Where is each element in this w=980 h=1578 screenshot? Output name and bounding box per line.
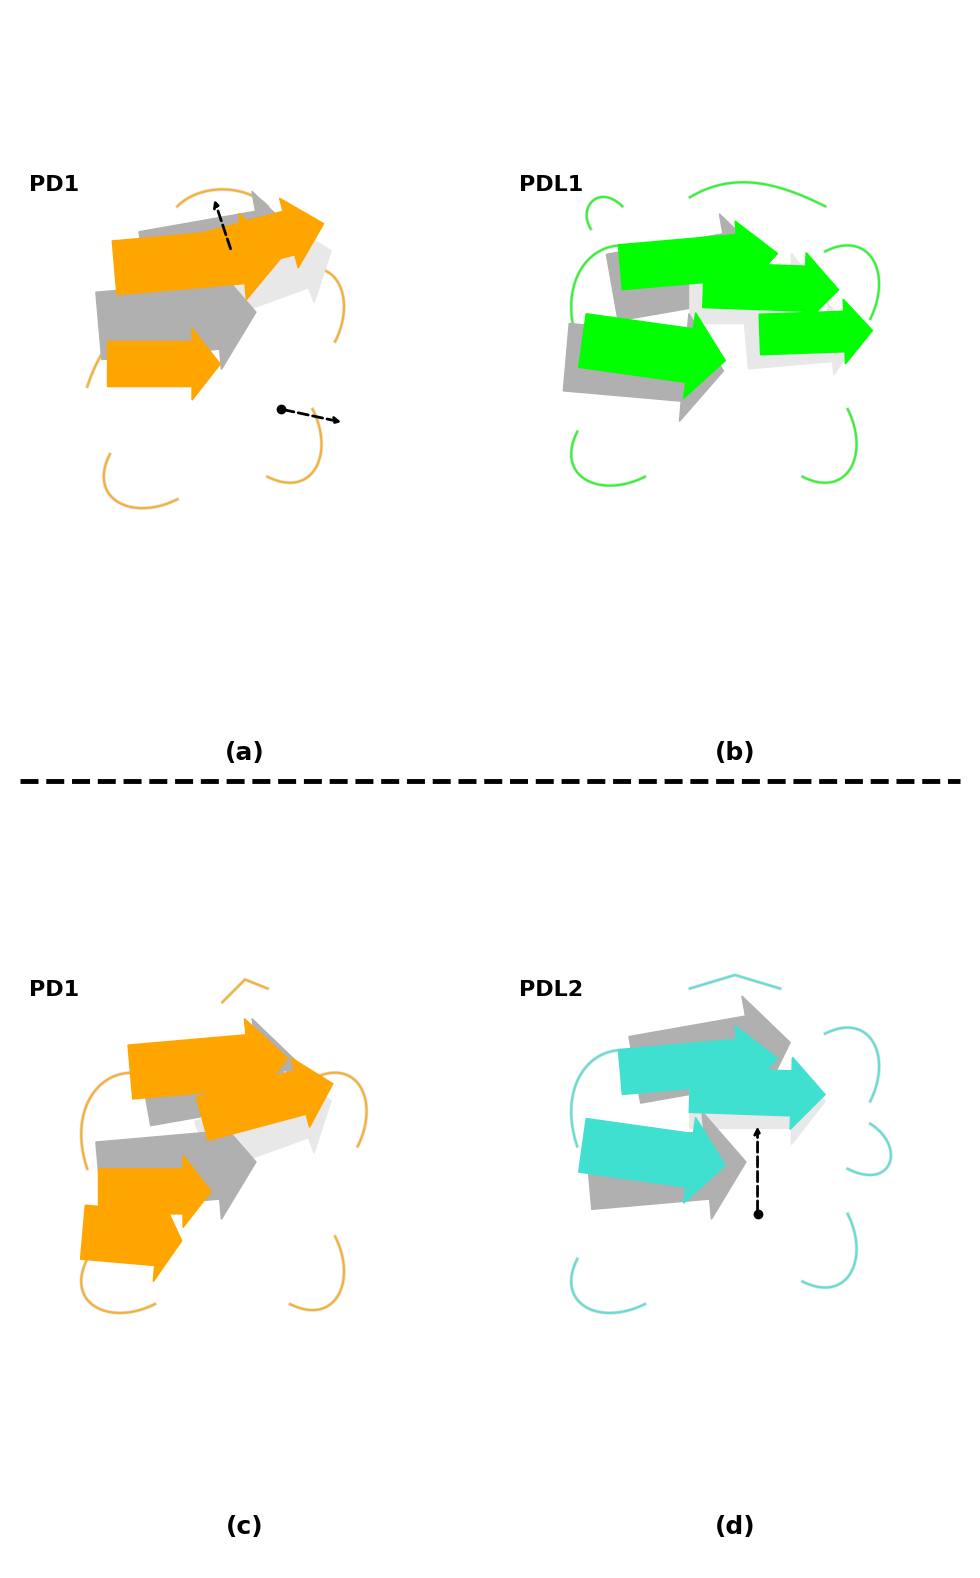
FancyArrow shape [96,1111,256,1220]
FancyArrow shape [618,1026,777,1098]
FancyArrow shape [703,252,839,325]
Text: (b): (b) [714,742,756,765]
FancyArrow shape [80,1196,181,1281]
FancyArrow shape [113,213,285,300]
FancyArrow shape [128,1019,287,1105]
Text: PDL1: PDL1 [518,175,583,194]
FancyArrow shape [578,312,725,398]
FancyArrow shape [96,262,256,369]
FancyArrow shape [108,328,220,401]
FancyArrow shape [607,213,767,320]
FancyArrow shape [689,1057,825,1130]
FancyArrow shape [98,1155,212,1228]
Text: (c): (c) [226,1515,264,1539]
FancyArrow shape [196,1057,333,1141]
Text: PDL2: PDL2 [518,980,583,999]
FancyArrow shape [586,1111,746,1220]
FancyArrow shape [139,191,300,298]
Text: PD1: PD1 [28,980,78,999]
FancyArrow shape [760,300,872,365]
Text: (a): (a) [225,742,265,765]
FancyArrow shape [690,1057,825,1144]
FancyArrow shape [690,252,825,339]
Text: PD1: PD1 [28,175,78,194]
FancyArrow shape [178,199,323,282]
FancyArrow shape [139,1018,300,1125]
FancyArrow shape [745,303,858,376]
FancyArrow shape [195,1071,331,1172]
FancyArrow shape [195,221,331,322]
FancyArrow shape [618,221,777,294]
FancyArrow shape [564,314,723,421]
FancyArrow shape [578,1117,725,1202]
Text: (d): (d) [714,1515,756,1539]
FancyArrow shape [629,996,790,1103]
